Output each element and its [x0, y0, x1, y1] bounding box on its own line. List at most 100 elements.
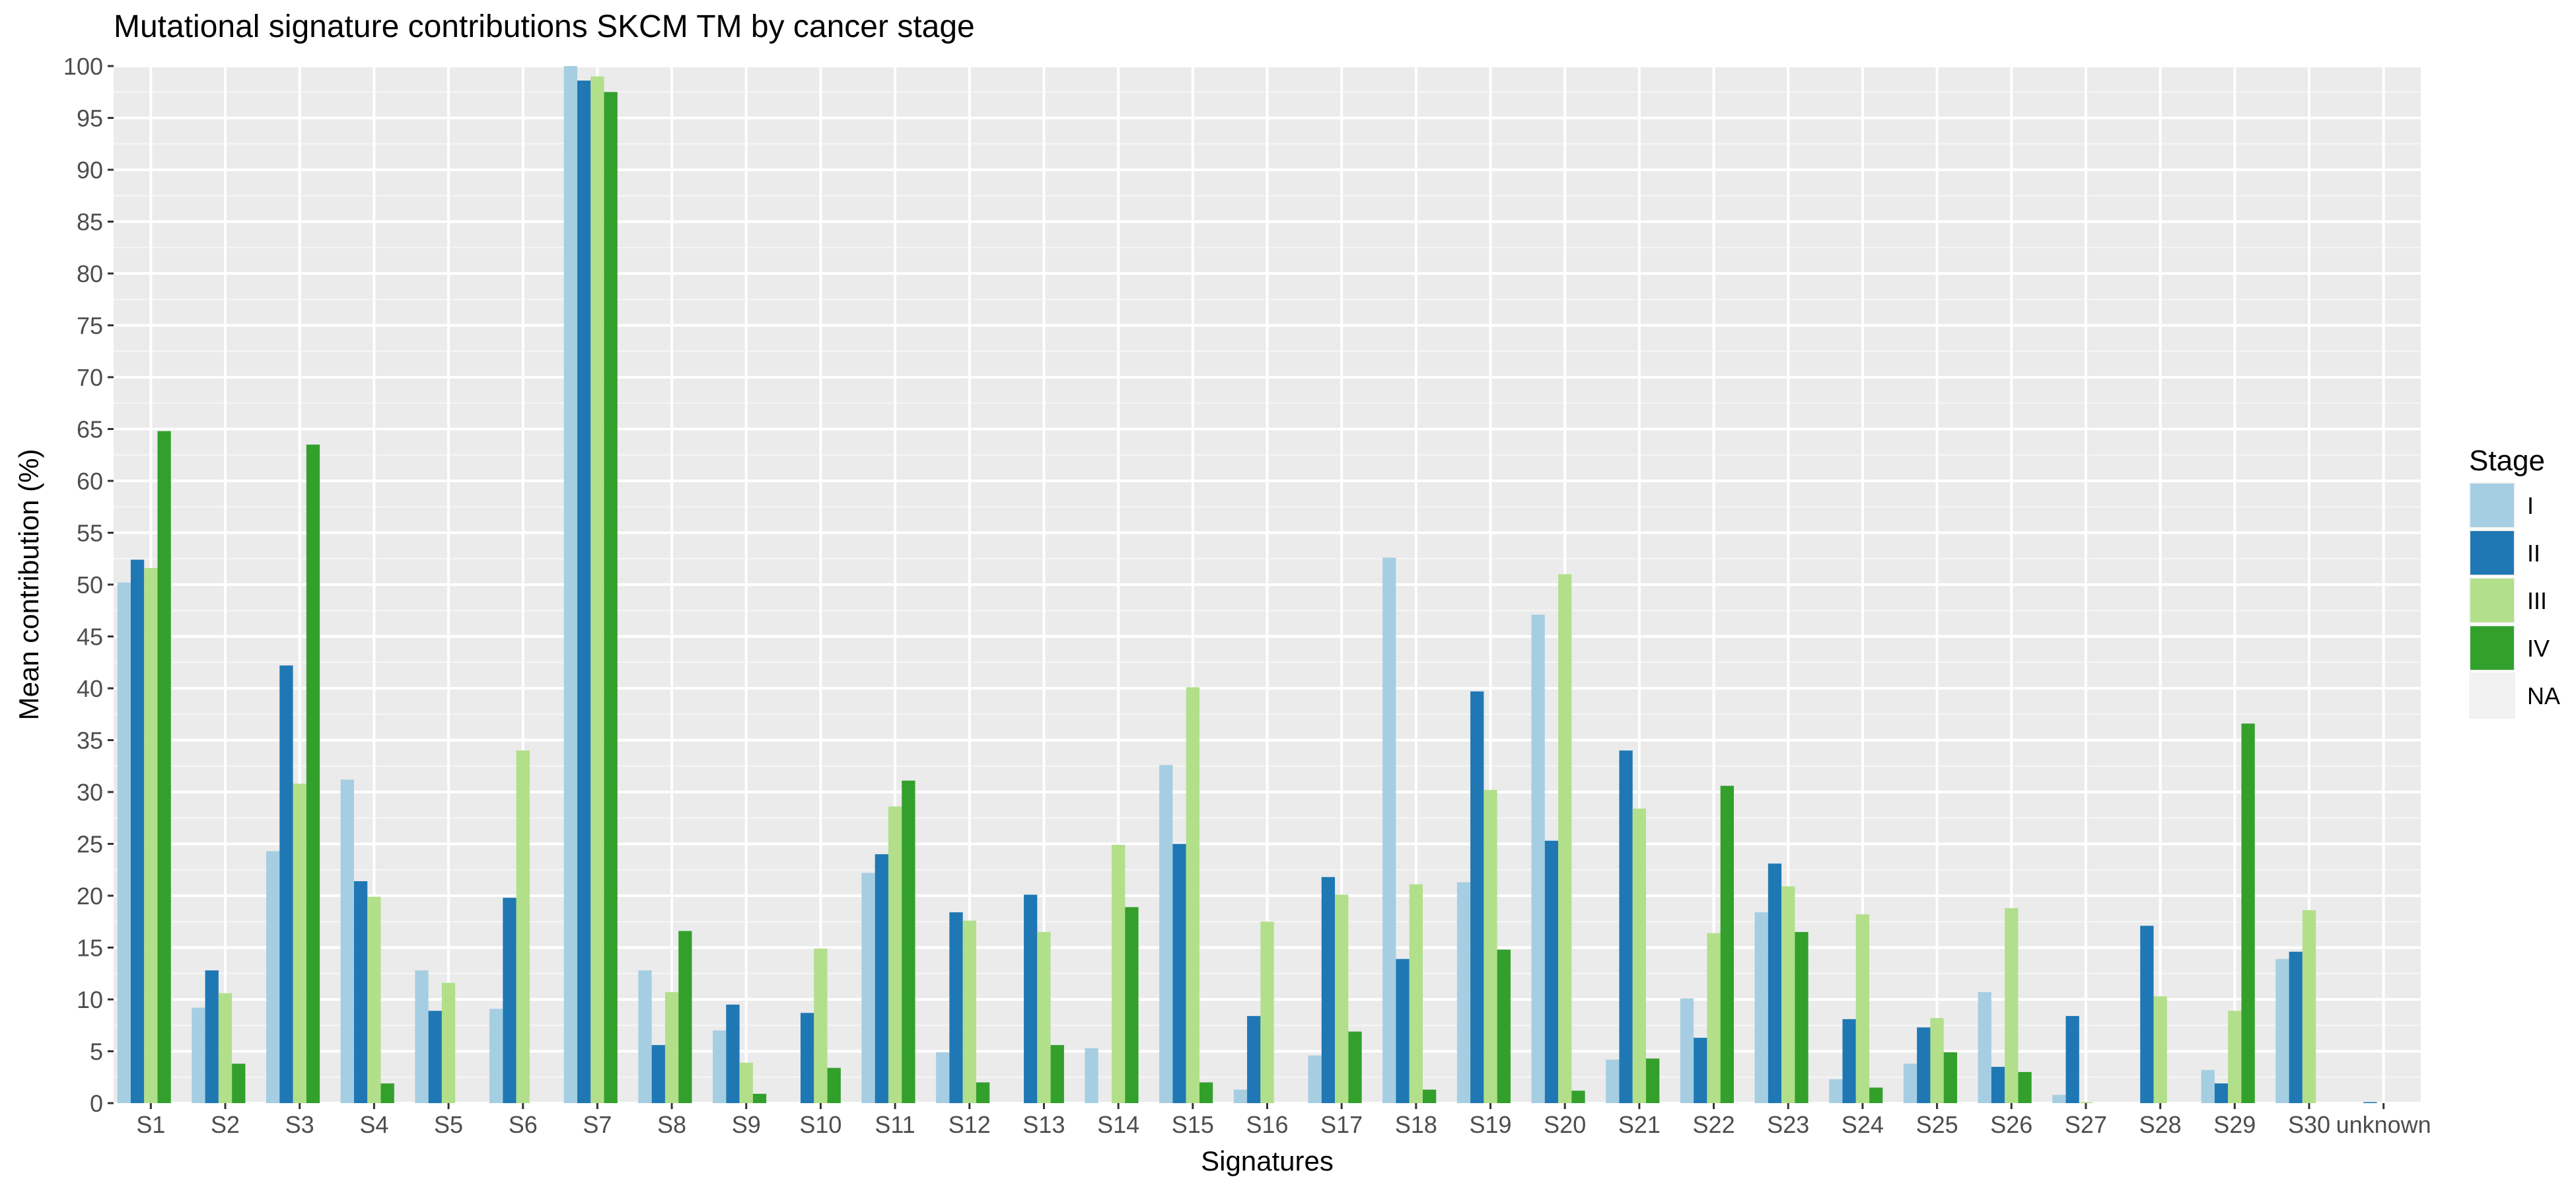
legend-label-III: III — [2527, 587, 2547, 614]
x-tick-label: S15 — [1172, 1111, 1214, 1138]
bar-S17-I — [1308, 1055, 1322, 1103]
bar-S11-I — [861, 873, 875, 1103]
x-tick-label: S19 — [1470, 1111, 1512, 1138]
bar-S24-III — [1855, 914, 1870, 1103]
bar-S23-III — [1781, 886, 1795, 1103]
bar-S29-IV — [2241, 723, 2255, 1103]
bar-S17-III — [1335, 894, 1349, 1103]
x-tick-label: S3 — [285, 1111, 314, 1138]
y-tick-label: 90 — [77, 157, 103, 184]
bar-S14-III — [1112, 845, 1126, 1103]
y-tick-label: 0 — [90, 1090, 103, 1117]
x-tick-label: S1 — [136, 1111, 165, 1138]
bar-S12-II — [949, 912, 963, 1103]
legend-title: Stage — [2469, 445, 2545, 477]
legend-key-II — [2470, 531, 2514, 575]
bar-S11-III — [888, 806, 902, 1103]
bar-S4-II — [353, 881, 368, 1103]
x-tick-label: S17 — [1320, 1111, 1363, 1138]
chart-title: Mutational signature contributions SKCM … — [114, 9, 975, 44]
y-tick-label: 55 — [77, 520, 103, 547]
legend-label-IV: IV — [2527, 635, 2550, 662]
bar-S14-IV — [1125, 907, 1139, 1103]
bar-S13-III — [1037, 931, 1051, 1103]
bar-S9-II — [726, 1004, 740, 1103]
bar-S10-IV — [827, 1067, 841, 1103]
bar-S7-IV — [604, 92, 618, 1103]
y-tick-label: 100 — [63, 53, 103, 80]
legend-label-II: II — [2527, 540, 2540, 567]
x-tick-label: S6 — [509, 1111, 538, 1138]
bar-S30-II — [2289, 951, 2303, 1103]
x-tick-label: S28 — [2139, 1111, 2182, 1138]
y-tick-label: 60 — [77, 468, 103, 495]
bar-S8-II — [651, 1045, 665, 1103]
bar-S20-III — [1558, 574, 1572, 1103]
x-tick-label: S4 — [359, 1111, 388, 1138]
x-tick-label: S18 — [1395, 1111, 1437, 1138]
bar-S19-I — [1456, 882, 1471, 1103]
y-tick-label: 85 — [77, 209, 103, 236]
bar-S16-II — [1247, 1016, 1261, 1103]
x-tick-label: S22 — [1693, 1111, 1735, 1138]
bar-S9-IV — [752, 1093, 767, 1103]
bar-S2-I — [192, 1007, 205, 1103]
bar-S17-II — [1321, 877, 1336, 1103]
bar-S27-II — [2065, 1016, 2079, 1103]
bar-S1-III — [144, 567, 158, 1103]
bar-S16-III — [1260, 921, 1274, 1103]
bar-S12-III — [962, 920, 976, 1103]
legend-key-IV — [2470, 626, 2514, 670]
bar-S13-II — [1024, 894, 1038, 1103]
bar-S30-I — [2275, 958, 2289, 1103]
bar-S21-I — [1606, 1060, 1620, 1103]
bar-S15-IV — [1199, 1082, 1213, 1103]
bar-S20-I — [1531, 614, 1545, 1103]
bar-S8-III — [664, 992, 679, 1103]
bar-S6-III — [516, 750, 530, 1103]
bar-S7-III — [590, 76, 604, 1104]
bar-S26-I — [1978, 992, 1991, 1103]
bar-S22-III — [1707, 933, 1721, 1103]
bar-S26-III — [2005, 908, 2019, 1103]
bar-S25-I — [1903, 1063, 1917, 1103]
bar-S15-III — [1186, 687, 1199, 1103]
bars — [117, 66, 2377, 1104]
x-tick-label: S20 — [1544, 1111, 1586, 1138]
bar-S4-I — [340, 779, 354, 1103]
bar-S4-IV — [380, 1083, 394, 1103]
bar-S24-I — [1829, 1079, 1843, 1103]
x-axis: S1 S2 S3 S4 S5 S6 S7 S8 S9 S10 S11 S12 S13 S14 S15 S16 S… — [136, 1103, 2431, 1138]
bar-S22-II — [1694, 1038, 1707, 1103]
y-tick-label: 75 — [77, 312, 103, 340]
y-tick-label: 5 — [90, 1038, 103, 1065]
x-tick-label: S9 — [732, 1111, 761, 1138]
bar-S26-IV — [2018, 1071, 2032, 1103]
legend-label-I: I — [2527, 492, 2534, 519]
bar-S5-II — [428, 1011, 442, 1103]
y-tick-label: 70 — [77, 364, 103, 391]
x-tick-label: S27 — [2065, 1111, 2107, 1138]
y-tick-label: 30 — [77, 779, 103, 806]
y-axis-label: Mean contribution (%) — [13, 449, 44, 721]
bar-S18-IV — [1422, 1089, 1437, 1103]
bar-S22-I — [1680, 998, 1694, 1103]
x-tick-label: S30 — [2288, 1111, 2330, 1138]
bar-unknown-II — [2363, 1102, 2377, 1103]
bar-S12-I — [936, 1052, 950, 1103]
bar-S3-III — [293, 783, 306, 1103]
grid-major — [114, 65, 2421, 1104]
bar-S8-IV — [678, 931, 692, 1103]
bar-S28-III — [2153, 996, 2167, 1103]
x-tick-label: S29 — [2213, 1111, 2256, 1138]
bar-S25-IV — [1943, 1052, 1958, 1103]
bar-S29-II — [2214, 1083, 2229, 1103]
bar-S22-IV — [1720, 785, 1734, 1103]
bar-S29-III — [2228, 1011, 2242, 1103]
y-tick-label: 50 — [77, 571, 103, 598]
bar-S21-III — [1632, 809, 1647, 1103]
bar-S7-II — [577, 80, 591, 1104]
bar-S4-III — [367, 896, 381, 1103]
x-tick-label: S21 — [1618, 1111, 1661, 1138]
